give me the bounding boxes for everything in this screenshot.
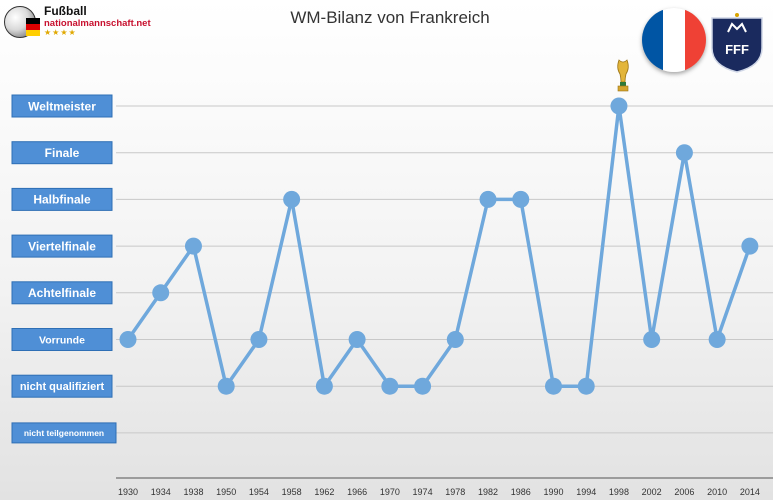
flag-stripe [642, 8, 664, 72]
level-label-box [11, 422, 117, 444]
data-point [643, 331, 661, 348]
x-tick-label: 1986 [511, 487, 531, 497]
data-point [414, 377, 432, 395]
data-point [250, 331, 268, 348]
data-point [381, 377, 399, 395]
x-tick-label: 1938 [183, 487, 203, 497]
x-tick-label: 1978 [445, 487, 465, 497]
german-flag-icon [26, 18, 40, 36]
level-label: Vorrunde [39, 334, 85, 346]
data-point [119, 331, 137, 348]
x-tick-label: 1966 [347, 487, 367, 497]
data-point [283, 190, 301, 208]
x-tick-label: 1994 [576, 487, 596, 497]
chart-title: WM-Bilanz von Frankreich [290, 8, 490, 27]
level-label-box [11, 328, 113, 351]
flag-stripe [663, 8, 685, 72]
data-point [479, 190, 497, 208]
data-point [217, 377, 235, 395]
data-point [577, 377, 595, 395]
data-point [741, 237, 759, 255]
x-tick-label: 1974 [413, 487, 433, 497]
data-point [348, 331, 366, 348]
level-label: nicht teilgenommen [24, 428, 104, 438]
logo-subtitle: nationalmannschaft.net [44, 18, 151, 29]
x-tick-label: 1970 [380, 487, 400, 497]
x-tick-label: 1934 [151, 487, 171, 497]
crest-text: FFF [725, 42, 749, 57]
data-point [610, 97, 628, 115]
level-label: Weltmeister [28, 99, 96, 113]
france-flag-icon [642, 8, 706, 72]
x-tick-label: 1958 [282, 487, 302, 497]
x-tick-label: 2006 [674, 487, 694, 497]
level-label: Achtelfinale [28, 286, 96, 300]
x-tick-label: 1998 [609, 487, 629, 497]
level-label-box [11, 94, 113, 118]
x-tick-label: 1930 [118, 487, 138, 497]
x-tick-label: 1982 [478, 487, 498, 497]
level-label: Halbfinale [33, 193, 91, 207]
x-tick-label: 1962 [314, 487, 334, 497]
x-tick-label: 2010 [707, 487, 727, 497]
x-tick-label: 2002 [642, 487, 662, 497]
level-label-box [11, 234, 113, 258]
data-point [152, 284, 170, 302]
level-label: nicht qualifiziert [20, 381, 105, 393]
level-label-box [11, 374, 113, 398]
data-point [708, 331, 726, 348]
x-tick-label: 1950 [216, 487, 236, 497]
flag-stripe [684, 8, 706, 72]
logo-title: Fußball [44, 4, 87, 18]
logo-stars: ★★★★ [44, 28, 77, 37]
level-label: Finale [45, 146, 80, 160]
x-tick-label: 1990 [543, 487, 563, 497]
data-point [315, 377, 333, 395]
data-point [675, 144, 693, 162]
data-point [446, 331, 464, 348]
x-tick-label: 2014 [740, 487, 760, 497]
data-point [184, 237, 202, 255]
level-label-box [11, 187, 113, 211]
world-cup-trophy-icon [617, 59, 629, 92]
x-tick-label: 1954 [249, 487, 269, 497]
fff-crest-icon: FFF [711, 13, 763, 73]
level-label: Viertelfinale [28, 239, 96, 253]
level-label-box [11, 281, 113, 305]
data-point [512, 190, 530, 208]
level-label-box [11, 141, 113, 165]
series-line [126, 104, 752, 388]
data-point [544, 377, 562, 395]
site-logo: Fußball nationalmannschaft.net ★★★★ [4, 4, 164, 44]
